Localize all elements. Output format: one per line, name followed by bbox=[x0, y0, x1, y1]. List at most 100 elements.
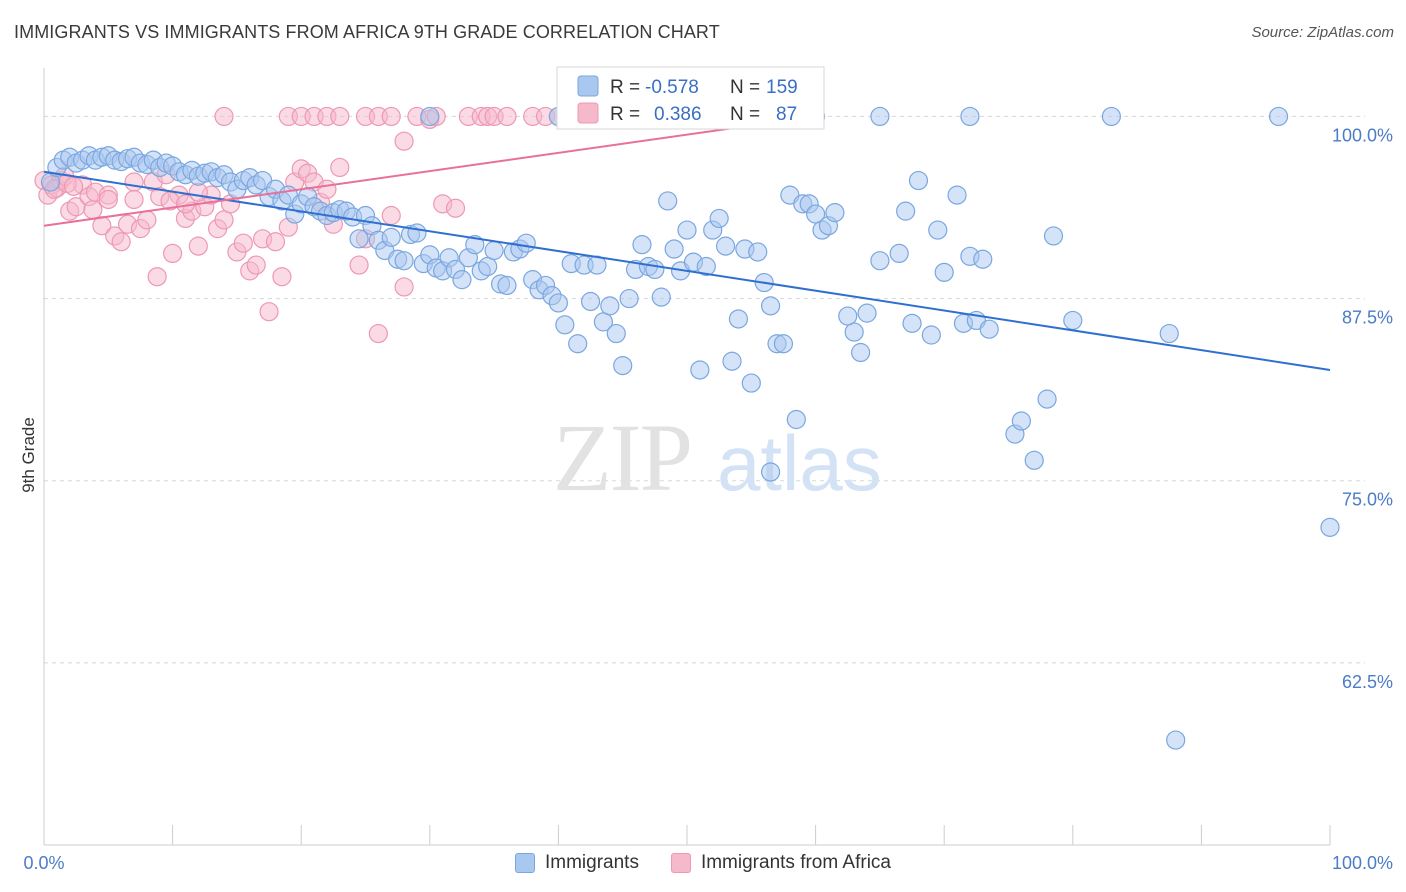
africa-point-41 bbox=[272, 267, 292, 287]
y-tick-labels: 100.0% 87.5% 75.0% 62.5% bbox=[1332, 125, 1393, 691]
immigrants-point-82 bbox=[568, 334, 588, 354]
africa-point-69 bbox=[394, 131, 414, 151]
africa-point-51 bbox=[349, 255, 369, 275]
immigrants-point-128 bbox=[889, 243, 909, 263]
trend-lines bbox=[43, 115, 1331, 371]
africa-point-35 bbox=[233, 233, 253, 253]
immigrants-point-127 bbox=[870, 251, 890, 271]
immigrants-point-84 bbox=[580, 291, 601, 312]
immigrants-point-92 bbox=[632, 235, 652, 255]
immigrants-point-122 bbox=[825, 203, 845, 223]
immigrants-point-105 bbox=[715, 236, 736, 256]
bottom-legend-swatch-blue bbox=[514, 853, 535, 873]
immigrants-point-107 bbox=[728, 309, 749, 329]
africa-point-55 bbox=[394, 277, 414, 297]
immigrants-point-142 bbox=[1011, 411, 1031, 431]
immigrants-point-145 bbox=[1043, 226, 1064, 246]
africa-point-37 bbox=[246, 255, 266, 275]
immigrants-point-68 bbox=[478, 256, 498, 277]
immigrants-point-106 bbox=[722, 351, 742, 371]
immigrants-point-99 bbox=[677, 220, 697, 240]
immigrants-point-80 bbox=[555, 315, 575, 335]
legend-n-label-1: N = bbox=[730, 77, 760, 98]
immigrants-point-102 bbox=[696, 256, 716, 277]
immigrants-point-125 bbox=[851, 342, 871, 363]
legend-r-label-2: R = bbox=[610, 104, 640, 125]
immigrants-point-134 bbox=[934, 262, 954, 282]
x-tick-labels: 0.0% 100.0% bbox=[23, 853, 1393, 873]
immigrants-point-116 bbox=[786, 409, 806, 430]
africa-point-40 bbox=[265, 232, 286, 252]
immigrants-point-130 bbox=[902, 313, 922, 333]
immigrants-point-147 bbox=[1159, 323, 1179, 344]
y-tick-label-3: 62.5% bbox=[1342, 672, 1393, 692]
immigrants-point-143 bbox=[1024, 450, 1044, 470]
immigrants-point-64 bbox=[452, 270, 472, 290]
immigrants-point-74 bbox=[516, 233, 536, 253]
chart-title: IMMIGRANTS VS IMMIGRANTS FROM AFRICA 9TH… bbox=[14, 22, 720, 42]
immigrants-point-144 bbox=[1037, 389, 1057, 409]
immigrants-point-152 bbox=[1101, 106, 1121, 127]
legend-n-value-1: 159 bbox=[766, 77, 798, 98]
immigrants-point-132 bbox=[921, 325, 941, 345]
africa-point-86 bbox=[188, 182, 208, 202]
bottom-legend-label-immigrants: Immigrants bbox=[544, 852, 639, 873]
bottom-legend-swatch-pink bbox=[670, 853, 691, 873]
africa-point-15 bbox=[111, 232, 131, 252]
immigrants-point-109 bbox=[741, 373, 761, 393]
legend-r-value-2: 0.386 bbox=[654, 104, 702, 125]
immigrants-point-114 bbox=[773, 334, 794, 354]
immigrants-point-126 bbox=[857, 303, 877, 323]
immigrants-point-129 bbox=[896, 201, 916, 221]
immigrants-trend-line bbox=[43, 170, 1331, 371]
bottom-legend-immigrants: Immigrants bbox=[514, 852, 639, 874]
x-tick-label-0: 0.0% bbox=[23, 853, 64, 873]
immigrants-point-57 bbox=[407, 223, 427, 243]
immigrants-point-148 bbox=[1320, 517, 1340, 537]
immigrants-point-87 bbox=[600, 296, 620, 316]
africa-point-28 bbox=[188, 236, 208, 256]
immigrants-point-123 bbox=[838, 306, 858, 326]
africa-point-39 bbox=[259, 302, 279, 322]
immigrants-point-101 bbox=[690, 360, 710, 380]
immigrants-point-133 bbox=[928, 220, 948, 240]
africa-point-17 bbox=[124, 189, 144, 210]
immigrants-point-79 bbox=[548, 293, 569, 313]
bottom-legend: Immigrants Immigrants from Africa bbox=[0, 852, 1406, 874]
africa-point-53 bbox=[368, 323, 388, 344]
immigrants-point-55 bbox=[394, 251, 414, 271]
legend: R = -0.578 N = 159 R = 0.386 N = 87 bbox=[556, 66, 825, 130]
immigrants-point-88 bbox=[606, 323, 626, 344]
y-axis-label: 9th Grade bbox=[19, 417, 38, 493]
africa-point-83 bbox=[124, 172, 144, 192]
africa-point-60 bbox=[214, 106, 234, 127]
source-label: Source: ZipAtlas.com bbox=[1251, 24, 1394, 41]
immigrants-point-48 bbox=[349, 229, 369, 249]
legend-n-label-2: N = bbox=[730, 104, 760, 125]
watermark-zip: ZIP bbox=[553, 404, 691, 511]
immigrants-point-66 bbox=[465, 235, 485, 255]
africa-point-68 bbox=[381, 106, 401, 127]
legend-n-value-2: 87 bbox=[776, 104, 797, 125]
immigrants-point-135 bbox=[947, 185, 967, 205]
africa-point-82 bbox=[98, 189, 118, 210]
bottom-legend-immigrants-from-africa: Immigrants from Africa bbox=[670, 852, 891, 874]
africa-point-65 bbox=[330, 106, 350, 127]
immigrants-point-110 bbox=[748, 242, 768, 262]
immigrants-point-96 bbox=[658, 191, 678, 211]
africa-point-50 bbox=[330, 157, 350, 178]
immigrants-point-131 bbox=[908, 170, 929, 191]
bottom-legend-label-immigrants-from-africa: Immigrants from Africa bbox=[700, 852, 891, 873]
africa-point-32 bbox=[214, 210, 234, 230]
immigrants-point-71 bbox=[497, 275, 517, 296]
watermark: ZIP atlas bbox=[553, 404, 882, 511]
immigrants-point-69 bbox=[484, 240, 504, 261]
y-tick-label-1: 87.5% bbox=[1342, 308, 1393, 328]
immigrants-point-53 bbox=[381, 227, 401, 247]
immigrants-point-146 bbox=[1063, 310, 1083, 331]
immigrants-point-139 bbox=[973, 249, 993, 269]
africa-point-48 bbox=[317, 179, 337, 199]
immigrants-point-89 bbox=[613, 356, 633, 376]
immigrants-point-90 bbox=[619, 288, 639, 309]
